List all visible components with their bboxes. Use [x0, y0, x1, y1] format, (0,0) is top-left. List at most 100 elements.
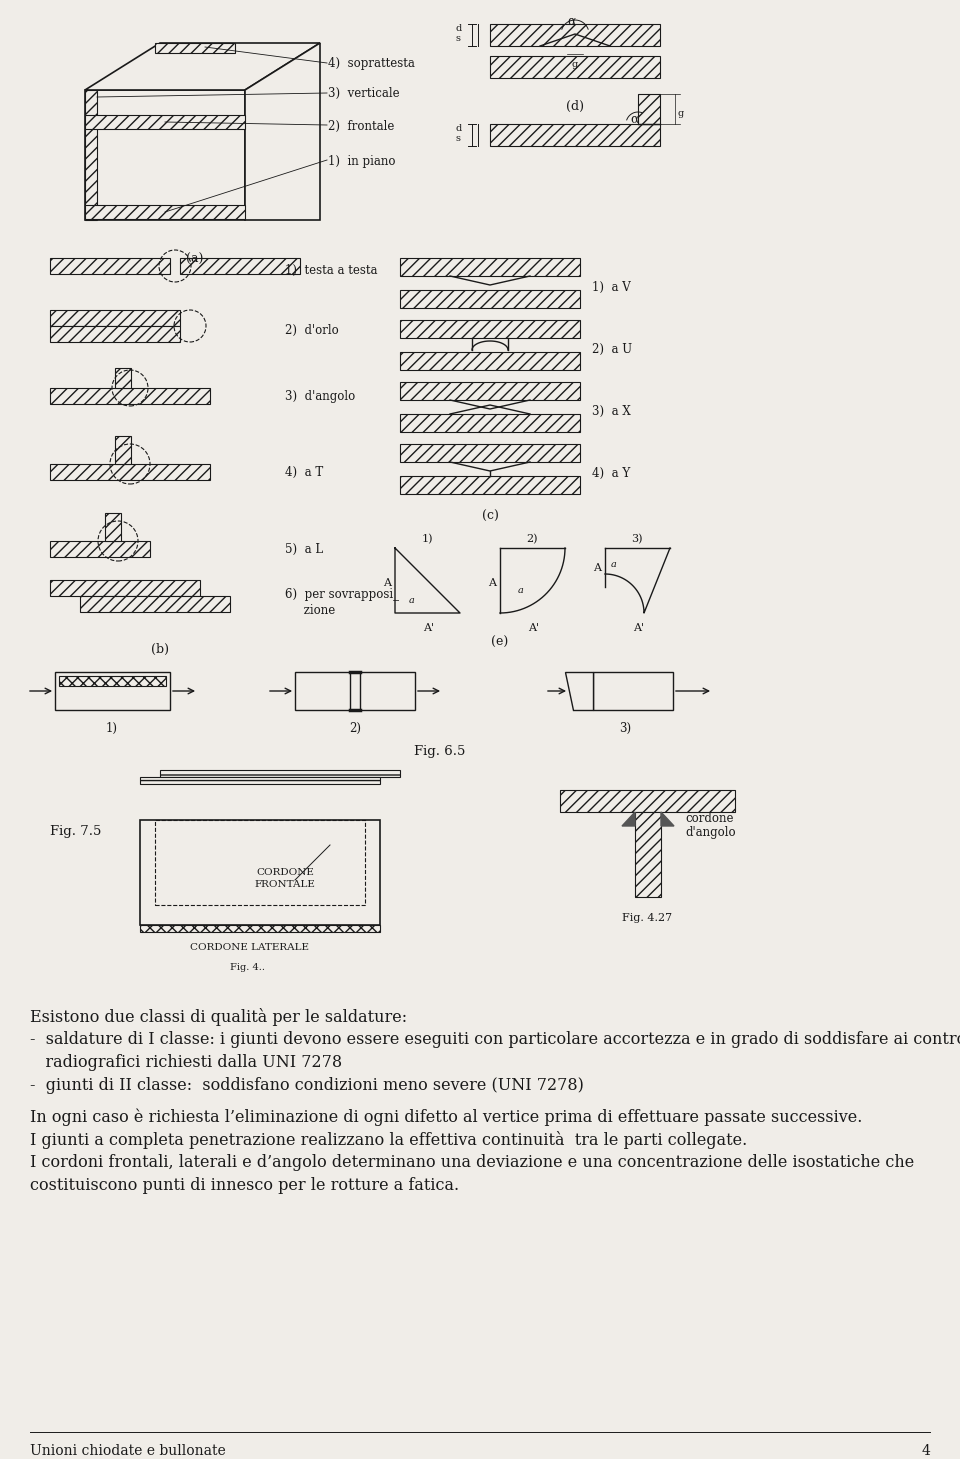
- Text: 4: 4: [922, 1444, 930, 1458]
- Text: 3)  a X: 3) a X: [592, 406, 631, 417]
- Text: 4)  soprattesta: 4) soprattesta: [328, 57, 415, 70]
- Bar: [155, 42, 235, 53]
- Polygon shape: [661, 813, 674, 826]
- Text: d: d: [455, 23, 461, 34]
- Bar: [50, 581, 200, 595]
- Text: (a): (a): [186, 252, 204, 266]
- Bar: [635, 813, 661, 897]
- Text: a: a: [611, 560, 617, 569]
- Text: 3)  verticale: 3) verticale: [328, 88, 399, 101]
- Bar: [50, 388, 210, 404]
- Text: -  giunti di II classe:  soddisfano condizioni meno severe (UNI 7278): - giunti di II classe: soddisfano condiz…: [30, 1077, 584, 1094]
- Text: 3): 3): [632, 534, 643, 544]
- Bar: [50, 309, 180, 325]
- Bar: [80, 595, 230, 611]
- Text: -  saldature di I classe: i giunti devono essere eseguiti con particolare accort: - saldature di I classe: i giunti devono…: [30, 1032, 960, 1048]
- Text: 2)  frontale: 2) frontale: [328, 120, 395, 133]
- Text: FRONTALE: FRONTALE: [254, 880, 316, 889]
- Bar: [400, 382, 580, 400]
- Bar: [490, 55, 660, 77]
- Bar: [59, 676, 166, 686]
- Text: Unioni chiodate e bullonate: Unioni chiodate e bullonate: [30, 1444, 226, 1458]
- Text: Fig. 4..: Fig. 4..: [230, 963, 265, 972]
- Text: Fig. 7.5: Fig. 7.5: [50, 824, 102, 837]
- Bar: [160, 770, 400, 778]
- Text: zione: zione: [285, 604, 335, 617]
- Text: a: a: [518, 587, 524, 595]
- Text: (c): (c): [482, 511, 498, 522]
- Bar: [400, 414, 580, 432]
- Text: A: A: [593, 563, 601, 573]
- Text: Fig. 6.5: Fig. 6.5: [415, 746, 466, 759]
- Text: (e): (e): [492, 636, 509, 649]
- Text: a: a: [409, 595, 415, 605]
- Text: Esistono due classi di qualità per le saldature:: Esistono due classi di qualità per le sa…: [30, 1008, 407, 1026]
- Bar: [400, 290, 580, 308]
- Text: costituiscono punti di innesco per le rotture a fatica.: costituiscono punti di innesco per le ro…: [30, 1177, 459, 1193]
- Text: In ogni caso è richiesta l’eliminazione di ogni difetto al vertice prima di effe: In ogni caso è richiesta l’eliminazione …: [30, 1107, 862, 1125]
- Bar: [85, 115, 245, 128]
- Bar: [560, 789, 735, 813]
- Bar: [50, 325, 180, 341]
- Text: 1): 1): [421, 534, 433, 544]
- Text: Fig. 4.27: Fig. 4.27: [622, 913, 672, 924]
- Text: CORDONE: CORDONE: [256, 868, 314, 877]
- Text: A: A: [488, 578, 496, 588]
- Text: 3)  d'angolo: 3) d'angolo: [285, 390, 355, 403]
- Bar: [400, 444, 580, 463]
- Text: 2)  a U: 2) a U: [592, 343, 632, 356]
- Bar: [55, 673, 170, 711]
- Text: I giunti a completa penetrazione realizzano la effettiva continuità  tra le part: I giunti a completa penetrazione realizz…: [30, 1131, 747, 1150]
- Bar: [85, 90, 245, 220]
- Text: s: s: [455, 134, 460, 143]
- Bar: [140, 820, 380, 925]
- Polygon shape: [565, 673, 593, 711]
- Text: d: d: [455, 124, 461, 133]
- Text: 6)  per sovrapposi_: 6) per sovrapposi_: [285, 588, 399, 601]
- Text: g: g: [678, 109, 684, 118]
- Text: A': A': [633, 623, 644, 633]
- Text: A': A': [423, 623, 434, 633]
- Polygon shape: [622, 813, 635, 826]
- Text: s: s: [455, 34, 460, 42]
- Text: 1)  testa a testa: 1) testa a testa: [285, 264, 377, 277]
- Text: g: g: [571, 60, 577, 69]
- Text: radiografici richiesti dalla UNI 7278: radiografici richiesti dalla UNI 7278: [30, 1053, 342, 1071]
- Text: CORDONE LATERALE: CORDONE LATERALE: [190, 943, 309, 953]
- Bar: [140, 778, 380, 783]
- Text: (b): (b): [151, 643, 169, 657]
- Text: 1)  in piano: 1) in piano: [328, 155, 396, 168]
- Bar: [50, 258, 170, 274]
- Text: 1)  a V: 1) a V: [592, 282, 631, 295]
- Bar: [155, 820, 365, 905]
- Text: 2): 2): [526, 534, 538, 544]
- Text: 4)  a Y: 4) a Y: [592, 467, 631, 480]
- Polygon shape: [85, 42, 320, 90]
- Text: 2)  d'orlo: 2) d'orlo: [285, 324, 339, 337]
- Bar: [400, 352, 580, 371]
- Bar: [400, 320, 580, 338]
- Bar: [180, 258, 300, 274]
- Bar: [490, 23, 660, 47]
- Text: 3): 3): [619, 722, 631, 735]
- Bar: [50, 541, 150, 557]
- Bar: [50, 464, 210, 480]
- Text: 5)  a L: 5) a L: [285, 543, 324, 556]
- Text: I cordoni frontali, laterali e d’angolo determinano una deviazione e una concent: I cordoni frontali, laterali e d’angolo …: [30, 1154, 914, 1172]
- Bar: [295, 673, 350, 711]
- Bar: [85, 206, 245, 219]
- Bar: [593, 673, 673, 711]
- Text: A: A: [383, 578, 391, 588]
- Text: d'angolo: d'angolo: [685, 826, 735, 839]
- Bar: [85, 90, 97, 220]
- Text: cordone: cordone: [685, 813, 733, 824]
- Bar: [400, 476, 580, 495]
- Bar: [400, 258, 580, 276]
- Text: 4)  a T: 4) a T: [285, 465, 324, 479]
- Polygon shape: [245, 42, 320, 220]
- Bar: [140, 925, 380, 932]
- Text: α: α: [630, 112, 638, 125]
- Text: 1): 1): [106, 722, 118, 735]
- Text: (d): (d): [566, 101, 584, 112]
- Bar: [360, 673, 415, 711]
